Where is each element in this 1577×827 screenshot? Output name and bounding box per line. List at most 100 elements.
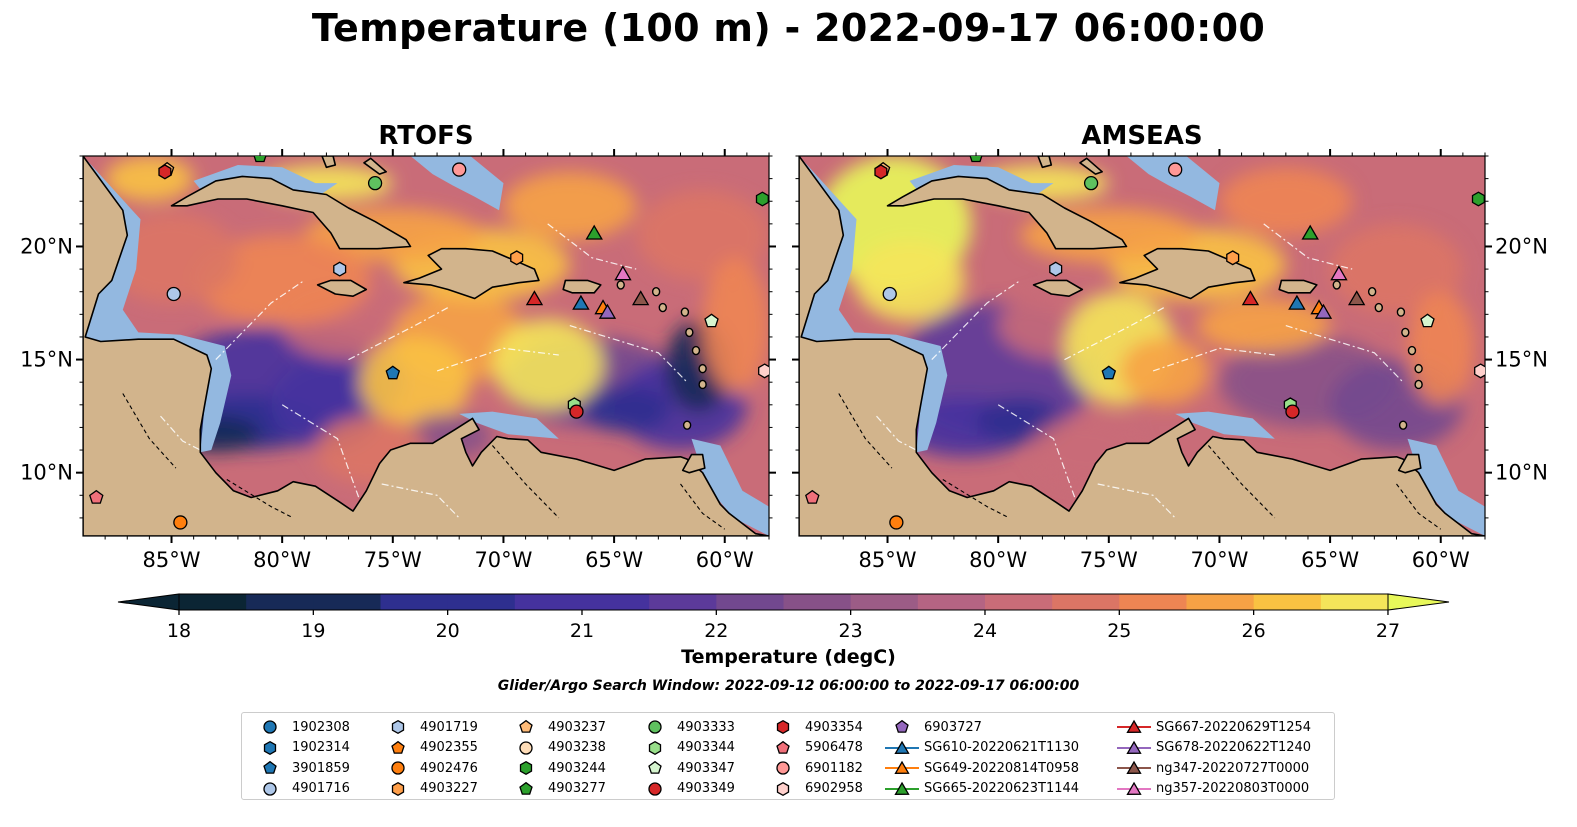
legend-item: ng347-20220727T0000 [1114,758,1311,779]
legend-marker-SG649-20220814T0958 [894,760,910,775]
argo-marker-4902476 [173,515,188,530]
legend-marker-SG610-20220621T1130 [894,740,910,754]
colorbar-bin [1320,594,1389,610]
legend-marker-3901859 [263,761,277,774]
legend-marker-5906478 [776,740,790,754]
glider-marker-ng357-20220803T0000 [614,265,632,281]
y-tick-label: 20°N [20,234,73,258]
colorbar-extend-low [117,593,180,611]
legend-item: 4901716 [250,779,350,800]
argo-marker-6902958 [1474,363,1485,379]
legend-item: 4903354 [763,717,863,738]
legend-marker-6901182 [776,761,790,775]
y-tick-label: 15°N [20,348,73,372]
triangle-marker-icon [1114,739,1154,757]
land-bahamas1 [1037,156,1053,169]
colorbar-bin [649,594,717,610]
legend-marker-4903354 [776,720,790,735]
argo-marker-4903277 [253,156,267,163]
land-layer [83,156,769,536]
island [616,280,625,290]
legend-marker-ng347-20220727T0000 [1126,760,1142,775]
colorbar-bin [917,594,986,610]
triangle-marker-icon [1114,780,1154,798]
triangle-marker-icon [1114,718,1154,736]
argo-marker-4901716 [166,286,181,302]
legend-item: SG667-20220629T1254 [1114,717,1311,738]
hexagon-marker-icon [635,739,675,757]
legend-column: 4903333 4903344 4903347 4903349 [635,717,735,799]
colorbar-bin [1253,594,1322,610]
legend-marker-SG667-20220629T1254 [1126,719,1142,734]
circle-marker-icon [635,780,675,798]
country-border [680,483,726,530]
legend-item: 4901719 [378,717,478,738]
colorbar-frame [178,593,1389,611]
pentagon-marker-icon [378,739,418,757]
island [1414,379,1423,390]
legend-label: 1902308 [292,719,350,735]
legend-label: 1902314 [292,740,350,756]
legend-item: SG649-20220814T0958 [882,758,1079,779]
x-tick-label: 85°W [859,548,917,572]
argo-marker-4902476 [889,515,904,530]
legend-marker-1902314 [263,740,277,755]
eez-boundary [1285,325,1404,383]
land-trinidad [1397,453,1422,474]
argo-marker-4903227 [1226,250,1240,266]
legend-item: 4903244 [506,758,606,779]
hexagon-marker-icon [250,739,290,757]
pentagon-marker-icon [882,718,922,736]
legend-marker-SG678-20220622T1240 [1126,740,1142,754]
x-tick-label: 75°W [364,548,422,572]
country-border [942,479,1010,519]
colorbar: 18 19 20 21 22 23 24 25 26 27 [117,593,1450,642]
argo-marker-4901716 [882,286,897,302]
legend-marker-1902308 [263,720,277,734]
argo-marker-4903347 [1420,313,1435,328]
legend-marker-4901716 [263,782,277,796]
map-panel-rtofs: 85°W 80°W 75°W 70°W 65°W 60°W 20°N 15°N 10°N [20,149,776,572]
land-puertorico [562,279,602,294]
country-border [226,479,294,519]
legend-marker-4903238 [519,741,533,755]
legend-column: 1902308 1902314 3901859 4901716 [250,717,350,799]
legend-item: SG665-20220623T1144 [882,779,1079,800]
colorbar-tick-label: 25 [1107,620,1131,642]
island [658,302,667,313]
pentagon-marker-icon [250,759,290,777]
eez-boundary [160,415,201,451]
shelf-area [691,438,769,536]
legend-marker-4903347 [648,761,662,774]
land-cuba [886,175,1128,250]
legend-column: SG667-20220629T1254 SG678-20220622T1240 ng… [1114,717,1311,799]
argo-marker-5906478 [89,489,104,504]
colorbar-tick-label: 22 [704,620,728,642]
search-window-text: Glider/Argo Search Window: 2022-09-12 06… [497,678,1080,694]
legend-item: 4903277 [506,779,606,800]
island [1367,287,1377,297]
shelf-area [799,156,948,453]
island [698,379,707,390]
eez-boundary [1097,483,1176,519]
legend-label: SG678-20220622T1240 [1156,740,1312,756]
land-jamaica [1032,279,1084,298]
argo-marker-6902958 [758,363,769,379]
colorbar-bin [850,594,919,610]
island [1398,420,1408,430]
island [1332,280,1341,290]
legend-label: 6901182 [805,760,863,776]
map-panel-amseas: 85°W 80°W 75°W 70°W 65°W 60°W 20°N 15°N 10°N [792,149,1548,572]
legend-item: SG678-20220622T1240 [1114,738,1311,759]
shelf-area [410,156,504,211]
circle-marker-icon [250,718,290,736]
legend-label: 4903347 [677,760,735,776]
x-tick-label: 70°W [1190,548,1248,572]
legend-label: 4902476 [420,760,478,776]
land-trinidad [681,453,706,474]
glider-marker-SG678-20220622T1240 [1314,303,1333,319]
argo-marker-4903277 [969,156,983,163]
argo-marker-4901719 [333,261,347,277]
land-jamaica [316,279,368,298]
